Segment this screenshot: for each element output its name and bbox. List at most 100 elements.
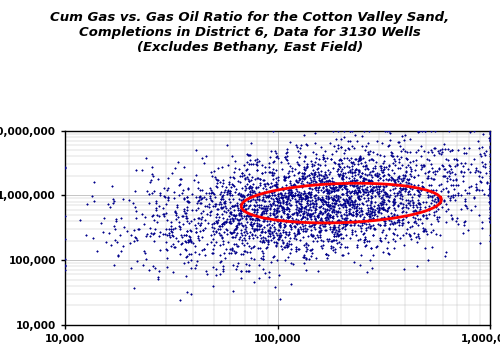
Point <box>306 211 314 217</box>
Point <box>339 252 347 258</box>
Point <box>248 189 256 195</box>
Point <box>390 179 398 185</box>
Point <box>388 213 396 219</box>
Point <box>286 222 294 228</box>
Point <box>162 264 170 270</box>
Point <box>408 194 416 199</box>
Point <box>374 205 382 211</box>
Point <box>390 205 398 211</box>
Point <box>324 181 332 187</box>
Point <box>372 171 380 176</box>
Point <box>252 211 260 217</box>
Point <box>260 210 268 216</box>
Point <box>414 233 422 239</box>
Point <box>253 206 261 212</box>
Point <box>280 206 288 212</box>
Point <box>398 178 406 184</box>
Point <box>220 189 228 195</box>
Point <box>230 169 238 175</box>
Point <box>318 173 326 179</box>
Point <box>236 201 244 207</box>
Point <box>372 173 380 179</box>
Point <box>307 191 315 197</box>
Point <box>330 186 338 192</box>
Point <box>402 197 410 202</box>
Point <box>264 237 272 243</box>
Point <box>275 227 283 233</box>
Point <box>486 187 494 193</box>
Point <box>244 213 252 219</box>
Point <box>412 157 420 163</box>
Point <box>334 193 342 199</box>
Point <box>248 213 256 219</box>
Point <box>337 183 345 189</box>
Point <box>367 205 375 210</box>
Point <box>270 183 278 188</box>
Point <box>317 209 325 215</box>
Point <box>307 190 315 195</box>
Point <box>312 171 320 177</box>
Point <box>266 259 274 265</box>
Point <box>144 231 152 237</box>
Point <box>324 256 332 261</box>
Point <box>310 238 318 244</box>
Point <box>319 238 327 244</box>
Point <box>186 265 194 271</box>
Point <box>314 194 322 200</box>
Point <box>389 230 397 236</box>
Point <box>428 176 436 182</box>
Point <box>84 201 92 207</box>
Point <box>340 181 348 187</box>
Point <box>176 251 184 257</box>
Point <box>272 239 280 245</box>
Point <box>212 214 220 220</box>
Point <box>341 223 349 228</box>
Point <box>280 176 288 182</box>
Point <box>420 227 428 233</box>
Point <box>386 130 394 136</box>
Point <box>242 207 250 213</box>
Point <box>267 237 275 243</box>
Point <box>346 211 354 216</box>
Point <box>187 238 195 244</box>
Point <box>148 213 156 219</box>
Point <box>228 220 235 226</box>
Point <box>208 197 216 203</box>
Point <box>445 173 453 179</box>
Point <box>486 199 494 204</box>
Point <box>192 148 200 153</box>
Point <box>321 209 329 214</box>
Point <box>297 191 305 196</box>
Point <box>421 245 429 251</box>
Point <box>270 228 278 234</box>
Point <box>168 229 176 234</box>
Point <box>315 175 323 181</box>
Point <box>432 187 440 193</box>
Point <box>274 219 282 224</box>
Point <box>409 158 417 164</box>
Point <box>316 196 324 202</box>
Point <box>392 220 400 225</box>
Point <box>252 184 260 190</box>
Point <box>400 204 407 210</box>
Point <box>348 229 356 235</box>
Point <box>365 128 373 133</box>
Point <box>299 228 307 233</box>
Point <box>246 188 254 193</box>
Point <box>402 186 410 192</box>
Point <box>225 181 233 186</box>
Point <box>388 220 396 226</box>
Point <box>252 175 260 181</box>
Point <box>432 196 440 202</box>
Point <box>410 215 418 221</box>
Point <box>346 183 354 188</box>
Point <box>167 228 175 234</box>
Point <box>348 227 356 233</box>
Point <box>326 190 334 196</box>
Point <box>295 196 303 202</box>
Point <box>212 266 220 272</box>
Point <box>271 285 279 290</box>
Point <box>286 187 294 193</box>
Point <box>362 159 370 165</box>
Point <box>402 183 410 188</box>
